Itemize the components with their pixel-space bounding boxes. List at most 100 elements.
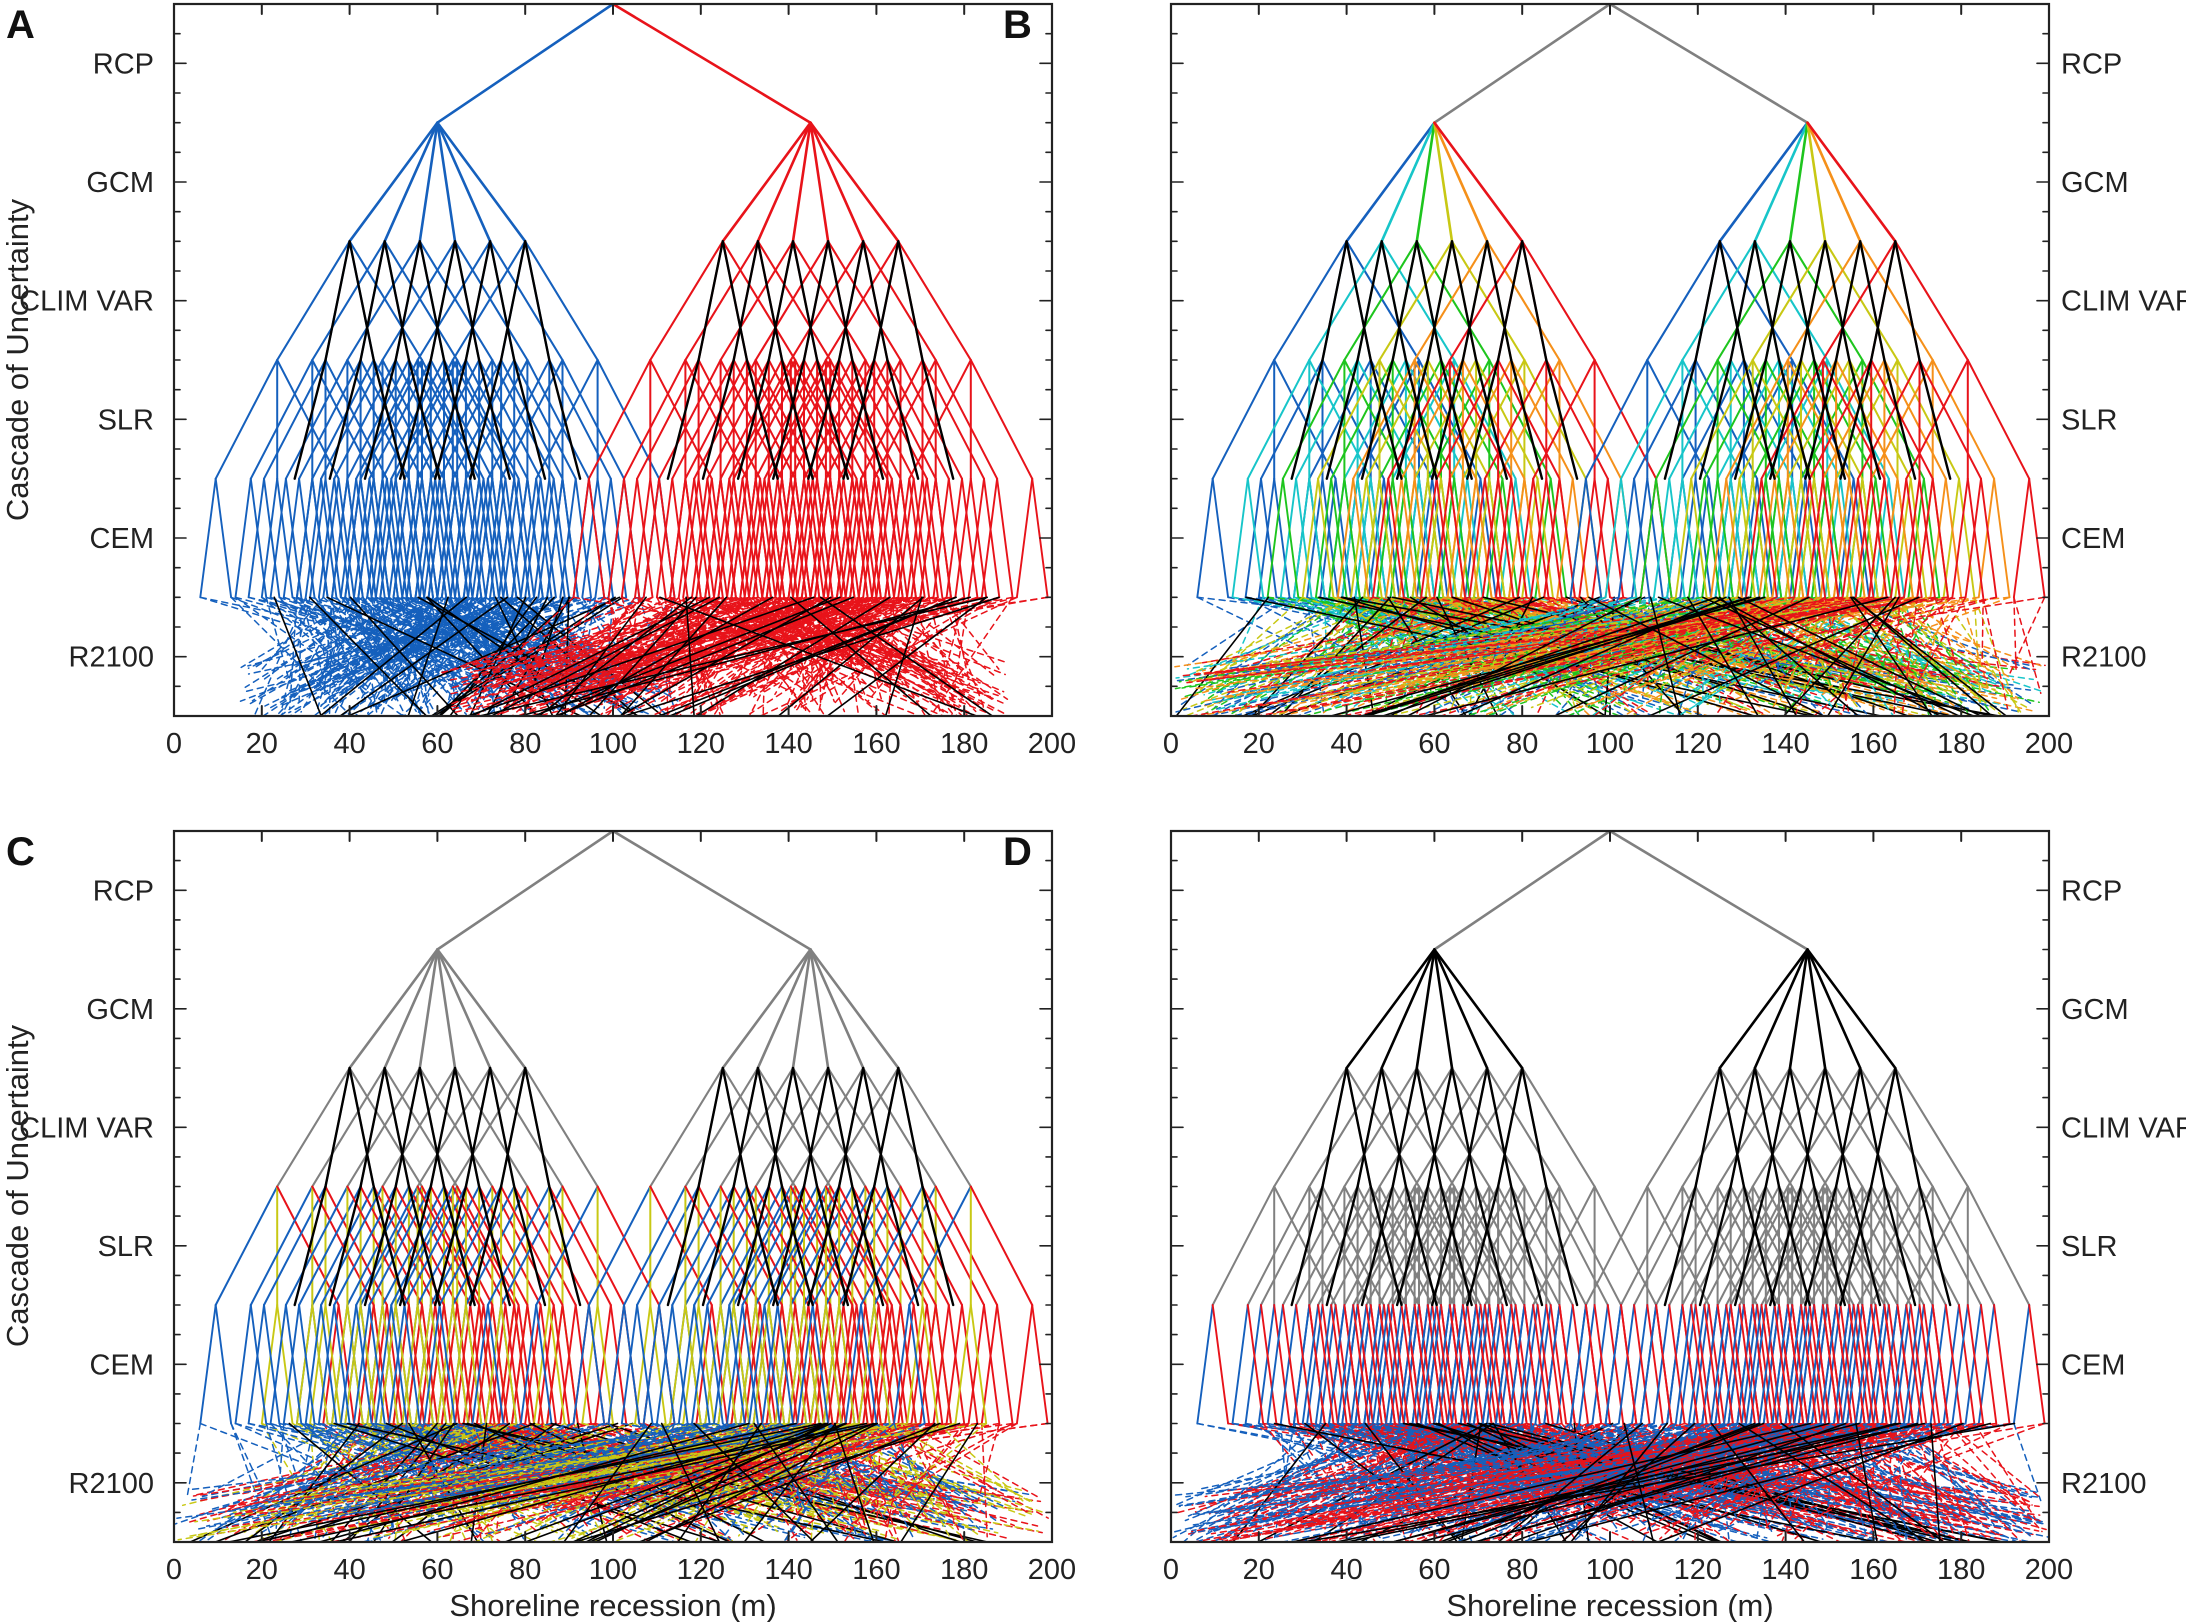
edge-cem [1725, 1304, 1743, 1425]
highlight-path [842, 358, 876, 480]
edge-slr [1655, 1185, 1719, 1306]
edge-slr [829, 359, 893, 480]
edge-slr [1668, 359, 1732, 480]
edge-gcm [809, 948, 865, 1070]
edge-cem [1688, 1304, 1706, 1425]
outcome-line [1792, 1422, 1840, 1498]
x-tick-label: 180 [1937, 1554, 1985, 1586]
outcome-line [1594, 596, 1747, 716]
edge-slr [324, 359, 388, 480]
edge-cem [1211, 477, 1230, 599]
outcome-line [1863, 1422, 2030, 1503]
edge-clim-var [346, 1066, 421, 1188]
outcome-line [1784, 1422, 1793, 1531]
edge-cem [526, 1304, 544, 1425]
edge-cem [346, 477, 364, 599]
outcome-line [1669, 596, 1945, 681]
outcome-line [1701, 596, 1704, 705]
edge-cem [1887, 477, 1906, 599]
edge-cem [1890, 1304, 1908, 1425]
edge-slr [1773, 359, 1838, 480]
outcome-line-highlight [1437, 1422, 1761, 1542]
edge-cem [1483, 477, 1502, 599]
edge-cem [1433, 1304, 1451, 1425]
edge-cem [658, 477, 676, 599]
edge-slr [1273, 1185, 1337, 1306]
edge-cem [1317, 1304, 1335, 1425]
highlight-path [837, 240, 865, 362]
edge-slr [214, 359, 279, 480]
outcome-line [441, 1422, 469, 1495]
edge-slr [1246, 1185, 1311, 1306]
highlight-path [1718, 240, 1746, 362]
outcome-line [215, 1422, 390, 1517]
outcome-line [1184, 1422, 1436, 1522]
edge-cem [517, 477, 535, 599]
outcome-line [1363, 1422, 1740, 1542]
edge-cem [697, 477, 715, 599]
highlight-path [1799, 240, 1827, 362]
level-label-slr: SLR [98, 404, 154, 436]
edge-cem [249, 1304, 268, 1425]
outcome-line [197, 1422, 746, 1530]
edge-slr [1694, 359, 1759, 480]
edge-cem [1773, 477, 1791, 599]
edge-cem [693, 477, 711, 599]
outcome-line [1682, 1422, 1927, 1491]
edge-cem [642, 477, 661, 599]
edge-cem [1646, 1304, 1664, 1425]
edge-clim-var [489, 240, 564, 362]
outcome-line [308, 1422, 812, 1517]
outcome-line-highlight [554, 596, 647, 716]
edge-cem [1523, 477, 1541, 599]
highlight-path [407, 358, 441, 480]
edge-clim-var [1380, 1066, 1456, 1188]
edge-cem [451, 477, 470, 599]
outcome-line [1275, 1422, 1919, 1538]
edge-cem [1903, 477, 1921, 599]
x-tick-label: 160 [852, 1554, 900, 1586]
edge-clim-var [311, 240, 386, 362]
edge-cem [912, 477, 931, 599]
highlight-path [1325, 358, 1359, 480]
outcome-line [642, 1422, 868, 1530]
edge-cem [478, 477, 496, 599]
edge-cem [796, 1304, 814, 1425]
edge-slr [1593, 359, 1658, 480]
highlight-path [524, 1066, 551, 1188]
edge-slr [548, 359, 612, 480]
outcome-line [682, 596, 722, 716]
edge-clim-var [276, 240, 351, 362]
edge-gcm [1788, 948, 1809, 1070]
edge-slr [1857, 359, 1921, 480]
edge-cem [1646, 477, 1664, 599]
edge-cem [1196, 477, 1214, 599]
edge-cem [1350, 477, 1368, 599]
outcome-line [466, 1422, 803, 1507]
outcome-line-highlight [1175, 596, 1270, 716]
edge-cem [199, 1304, 217, 1425]
highlight-path [1694, 240, 1722, 362]
edge-slr [908, 359, 972, 480]
edge-cem [789, 477, 808, 599]
outcome-line [685, 596, 847, 716]
edge-slr [456, 359, 520, 480]
outcome-line-highlight [470, 596, 711, 716]
edge-cem [649, 477, 667, 599]
edge-slr [394, 1185, 459, 1306]
outcome-line [502, 1422, 946, 1528]
highlight-path [842, 1185, 876, 1307]
outcome-line [722, 1422, 872, 1541]
outcome-line-highlight [224, 1422, 822, 1542]
edge-cem [263, 477, 281, 599]
outcome-line [1812, 596, 1954, 716]
outcome-line-highlight [667, 596, 957, 716]
edge-slr [838, 359, 902, 480]
edge-cem [809, 477, 827, 599]
outcome-line [636, 1422, 781, 1493]
edge-clim-var [1486, 1066, 1561, 1188]
outcome-line [853, 596, 883, 702]
highlight-path [701, 358, 735, 480]
edge-cem [1710, 1304, 1728, 1425]
outcome-line-highlight [1297, 1422, 2016, 1542]
